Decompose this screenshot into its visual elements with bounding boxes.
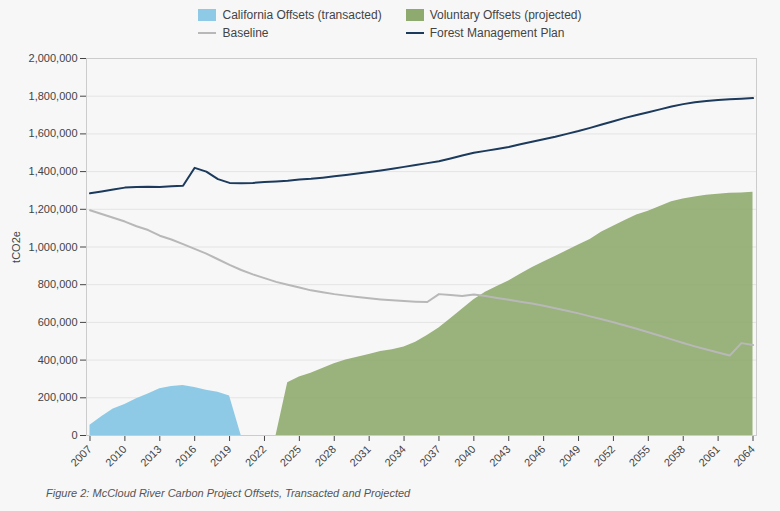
svg-text:1,800,000: 1,800,000	[29, 90, 78, 102]
svg-text:2013: 2013	[138, 443, 164, 469]
html-text:Figure 2: McCloud River Carbon: Figure 2: McCloud River Carbon Project O…	[46, 487, 411, 499]
svg-text:2064: 2064	[731, 443, 757, 469]
svg-text:2046: 2046	[522, 443, 548, 469]
svg-text:1,400,000: 1,400,000	[29, 165, 78, 177]
svg-text:600,000: 600,000	[38, 316, 78, 328]
svg-text:2043: 2043	[487, 443, 513, 469]
svg-text:1,600,000: 1,600,000	[29, 127, 78, 139]
html-text:Voluntary Offsets (projected): Voluntary Offsets (projected)	[429, 8, 582, 22]
svg-text:2058: 2058	[661, 443, 687, 469]
svg-text:2031: 2031	[347, 443, 373, 469]
svg-text:2034: 2034	[382, 443, 408, 469]
svg-text:2052: 2052	[592, 443, 618, 469]
svg-text:200,000: 200,000	[38, 391, 78, 403]
svg-text:2025: 2025	[277, 443, 303, 469]
html-text:Baseline: Baseline	[222, 26, 269, 40]
svg-text:2022: 2022	[243, 443, 269, 469]
svg-text:2037: 2037	[417, 443, 443, 469]
svg-text:1,200,000: 1,200,000	[29, 203, 78, 215]
svg-text:800,000: 800,000	[38, 278, 78, 290]
svg-text:2028: 2028	[312, 443, 338, 469]
svg-text:2019: 2019	[208, 443, 234, 469]
svg-text:2061: 2061	[696, 443, 722, 469]
svg-text:2049: 2049	[557, 443, 583, 469]
svg-text:2010: 2010	[103, 443, 129, 469]
svg-text:2055: 2055	[626, 443, 652, 469]
svg-text:400,000: 400,000	[38, 354, 78, 366]
svg-text:2,000,000: 2,000,000	[29, 52, 78, 64]
svg-text:1,000,000: 1,000,000	[29, 241, 78, 253]
svg-text:2007: 2007	[68, 443, 94, 469]
svg-text:2040: 2040	[452, 443, 478, 469]
svg-text:0: 0	[71, 429, 77, 441]
html-text:California Offsets (transacted: California Offsets (transacted)	[222, 8, 382, 22]
html-text:Forest Management Plan: Forest Management Plan	[429, 26, 565, 40]
svg-text:tCO2e: tCO2e	[10, 231, 22, 263]
svg-text:2016: 2016	[173, 443, 199, 469]
